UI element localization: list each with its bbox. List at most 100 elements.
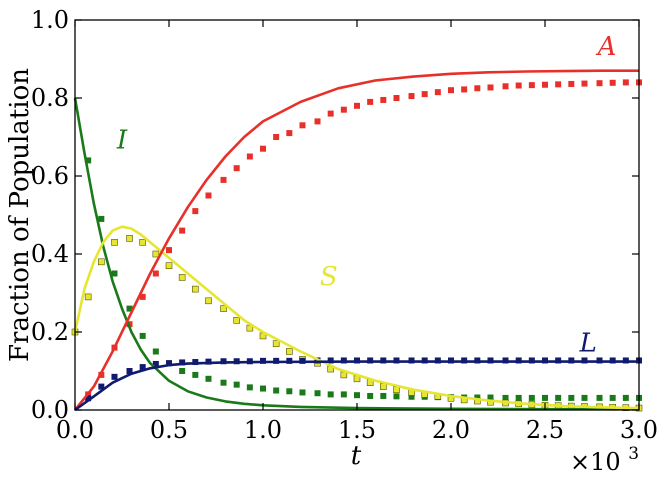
series-a-point bbox=[246, 153, 253, 160]
series-s-line bbox=[73, 225, 640, 410]
series-s-point bbox=[393, 386, 400, 394]
series-i-point bbox=[581, 394, 588, 401]
series-a-point bbox=[461, 86, 468, 93]
x-axis-multiplier-exponent: 3 bbox=[628, 444, 639, 464]
y-tick-label: 0.2 bbox=[31, 318, 69, 346]
series-i-point bbox=[179, 368, 186, 374]
series-i-point bbox=[622, 394, 629, 401]
series-s-point bbox=[205, 297, 212, 305]
series-l-point bbox=[192, 359, 199, 366]
series-a-point bbox=[596, 80, 603, 87]
series-s-point bbox=[272, 340, 280, 348]
series-i-point bbox=[367, 392, 374, 399]
series-a-point bbox=[408, 93, 415, 100]
series-a-point bbox=[502, 83, 509, 90]
axis-layer: 0.0 0.5 1.0 1.5 2.0 2.5 3.0 0.0 0.2 0.4 0.6 0.8 1.0 bbox=[31, 6, 658, 444]
series-a-point bbox=[434, 89, 441, 96]
series-s-point bbox=[286, 348, 293, 355]
series-a-point bbox=[340, 106, 347, 113]
series-label-a: A bbox=[596, 32, 617, 62]
x-axis-label: t bbox=[351, 441, 362, 471]
series-i-point bbox=[380, 392, 387, 399]
y-tick-label: 1.0 bbox=[31, 6, 69, 34]
x-tick-label: 3.0 bbox=[620, 416, 658, 444]
series-s-point bbox=[192, 285, 199, 293]
series-a-point bbox=[581, 80, 588, 87]
series-label-l: L bbox=[579, 329, 597, 359]
series-i-point bbox=[327, 391, 334, 398]
series-i-point bbox=[260, 385, 266, 392]
series-s-point bbox=[220, 305, 227, 312]
series-label-s: S bbox=[320, 262, 338, 292]
series-s-point bbox=[380, 383, 387, 390]
x-axis-multiplier-base: ×10 bbox=[570, 448, 621, 476]
series-a-point bbox=[299, 122, 306, 129]
series-i-point bbox=[273, 387, 280, 394]
series-a-point bbox=[393, 95, 400, 101]
series-s-point bbox=[139, 239, 146, 246]
series-s-point bbox=[165, 262, 173, 270]
series-a-point bbox=[327, 110, 334, 117]
x-tick-label: 1.5 bbox=[338, 416, 376, 444]
y-tick-label: 0.8 bbox=[31, 84, 69, 112]
series-s-point bbox=[98, 258, 105, 266]
series-i-line bbox=[73, 97, 639, 411]
y-tick-label: 0.4 bbox=[31, 240, 69, 268]
series-l-point bbox=[126, 368, 133, 374]
series-i-point bbox=[192, 371, 199, 378]
series-i-point bbox=[487, 394, 494, 401]
series-a-point bbox=[233, 165, 240, 172]
series-s-point bbox=[126, 235, 133, 242]
x-tick-label: 0.5 bbox=[150, 416, 188, 444]
x-tick-label: 1.0 bbox=[244, 416, 282, 444]
x-axis-multiplier: ×10 3 bbox=[570, 444, 639, 476]
series-i-point bbox=[139, 332, 146, 339]
series-s-point bbox=[152, 250, 160, 258]
series-i-point bbox=[568, 394, 575, 401]
series-a-point bbox=[515, 82, 522, 89]
series-i-point bbox=[515, 394, 522, 401]
series-i-point bbox=[596, 394, 603, 401]
series-i-point bbox=[152, 348, 159, 355]
series-i-point bbox=[220, 379, 227, 386]
series-l-point bbox=[139, 364, 146, 371]
series-i-point bbox=[314, 390, 321, 397]
x-tick-label: 2.5 bbox=[526, 416, 564, 444]
series-s-point bbox=[84, 293, 92, 301]
series-a-point bbox=[179, 227, 186, 234]
series-i-point bbox=[126, 305, 133, 312]
series-l-point bbox=[98, 383, 105, 390]
series-s-point bbox=[178, 274, 186, 281]
x-tick-label: 0.0 bbox=[56, 416, 94, 444]
series-i-point bbox=[609, 394, 616, 401]
series-a-point bbox=[166, 247, 172, 254]
x-tick-label: 2.0 bbox=[432, 416, 470, 444]
series-i-point bbox=[246, 384, 253, 391]
series-i-point bbox=[542, 394, 548, 401]
series-l-point bbox=[152, 360, 159, 367]
y-tick-label: 0.0 bbox=[31, 396, 69, 424]
series-i-point bbox=[111, 270, 118, 277]
series-l-line bbox=[74, 360, 639, 412]
series-i-point bbox=[205, 375, 212, 382]
series-a-line bbox=[73, 69, 639, 411]
series-i-point bbox=[528, 394, 535, 401]
series-a-point bbox=[220, 176, 227, 183]
series-a-point bbox=[622, 79, 629, 86]
series-i-point bbox=[85, 157, 92, 164]
series-l-point bbox=[111, 373, 118, 380]
series-a-point bbox=[314, 118, 321, 125]
series-i-point bbox=[233, 381, 240, 388]
series-s-point bbox=[233, 316, 240, 324]
series-i-point bbox=[474, 394, 481, 401]
series-i-point bbox=[354, 392, 360, 399]
series-a-point bbox=[474, 85, 481, 92]
series-a-point bbox=[380, 96, 387, 103]
series-i-point bbox=[555, 394, 562, 401]
series-a-point bbox=[273, 134, 280, 140]
series-i-point bbox=[286, 388, 293, 395]
series-a-point bbox=[487, 84, 494, 91]
series-i-point bbox=[408, 393, 415, 400]
series-i-point bbox=[340, 391, 347, 398]
